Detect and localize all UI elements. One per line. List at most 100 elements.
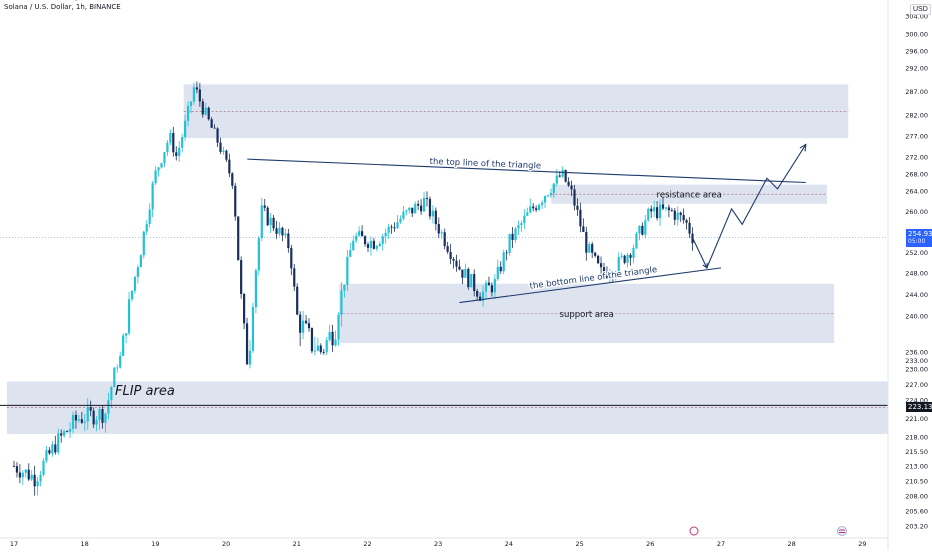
candle-body — [361, 231, 364, 237]
candle-body — [588, 244, 591, 253]
candle-body — [479, 296, 482, 301]
price-tick-label: 205.60 — [905, 508, 928, 516]
candle-body — [576, 205, 579, 210]
candle-body — [656, 207, 659, 219]
horizontal-line-price-badge: 223.13 — [906, 402, 932, 412]
candle-body — [54, 444, 57, 453]
candle-body — [110, 386, 113, 401]
event-icon — [689, 526, 699, 536]
candle-body — [266, 207, 269, 226]
price-tick-label: 240.00 — [905, 313, 928, 321]
candle-body — [328, 331, 331, 341]
candle-body — [42, 460, 45, 475]
candle-body — [240, 260, 243, 294]
candle-body — [122, 335, 125, 356]
candle-body — [422, 197, 426, 212]
candle-body — [136, 267, 139, 277]
candle-body — [204, 107, 207, 115]
candle-body — [293, 268, 296, 287]
candle-body — [27, 469, 30, 480]
candle-body — [532, 206, 535, 209]
candle-body — [57, 433, 60, 453]
candle-body — [546, 195, 550, 197]
candle-body — [116, 367, 119, 369]
time-tick-label: 26 — [646, 540, 654, 548]
candle-body — [526, 212, 529, 216]
candle-body — [511, 233, 514, 240]
candle-body — [535, 208, 538, 210]
candle-body — [101, 409, 104, 423]
candle-body — [555, 175, 558, 184]
candle-body — [570, 185, 573, 190]
candle-body — [363, 236, 367, 245]
candle-body — [381, 236, 384, 244]
candle-body — [95, 419, 98, 425]
candle-body — [213, 127, 216, 129]
price-tick-label: 264.00 — [905, 188, 928, 196]
candle-body — [676, 212, 679, 220]
candle-body — [257, 238, 260, 271]
candle-body — [231, 173, 234, 186]
candle-body — [552, 183, 555, 194]
candle-body — [653, 207, 656, 212]
candle-body — [24, 469, 27, 473]
candle-body — [160, 163, 163, 168]
candle-body — [275, 228, 278, 234]
candle-body — [216, 128, 219, 143]
price-tick-label: 260.00 — [905, 208, 928, 216]
candle-body — [585, 231, 588, 253]
candle-body — [169, 132, 172, 143]
price-tick-label: 227.00 — [905, 381, 928, 389]
time-tick-label: 19 — [151, 540, 159, 548]
triangle-trendline — [247, 158, 806, 184]
candle-body — [378, 243, 381, 247]
candle-body — [178, 147, 181, 156]
candle-body — [369, 240, 373, 248]
candle-body — [384, 232, 387, 237]
candle-body — [594, 252, 597, 256]
price-tick-label: 277.00 — [905, 133, 928, 141]
candle-body — [322, 352, 325, 353]
candle-body — [682, 215, 685, 221]
candle-body — [428, 198, 432, 217]
candle-body — [375, 246, 378, 249]
candle-body — [68, 429, 72, 432]
candle-body — [127, 299, 131, 334]
candle-body — [15, 466, 19, 473]
candle-body — [195, 87, 198, 90]
candle-body — [632, 247, 635, 258]
price-tick-label: 213.00 — [905, 463, 928, 471]
candle-body — [641, 225, 644, 235]
candle-body — [287, 233, 290, 249]
candle-body — [89, 407, 92, 411]
candle-body — [243, 293, 246, 324]
candle-body — [228, 159, 231, 174]
candle-body — [408, 207, 411, 211]
candle-body — [393, 227, 396, 229]
candle-body — [390, 226, 393, 228]
projection-arrowhead — [799, 143, 807, 152]
candle-body — [411, 207, 414, 214]
candle-body — [579, 209, 582, 227]
candle-body — [540, 202, 544, 205]
candle-body — [74, 414, 78, 421]
candle-body — [107, 400, 110, 414]
price-tick-label: 221.00 — [905, 415, 928, 423]
candle-body — [673, 210, 676, 220]
candle-body — [688, 222, 691, 234]
candle-body — [476, 291, 479, 297]
candle-body — [446, 246, 449, 252]
candle-body — [520, 223, 523, 226]
candle-body — [529, 206, 532, 213]
currency-label[interactable]: USD — [910, 4, 931, 15]
candle-body — [505, 252, 508, 254]
candle-body — [405, 210, 408, 212]
price-axis-panel — [888, 0, 932, 550]
candle-body — [33, 474, 36, 487]
candle-body — [517, 225, 520, 229]
candle-body — [661, 204, 665, 209]
candle-body — [573, 189, 576, 206]
candle-body — [496, 266, 499, 280]
